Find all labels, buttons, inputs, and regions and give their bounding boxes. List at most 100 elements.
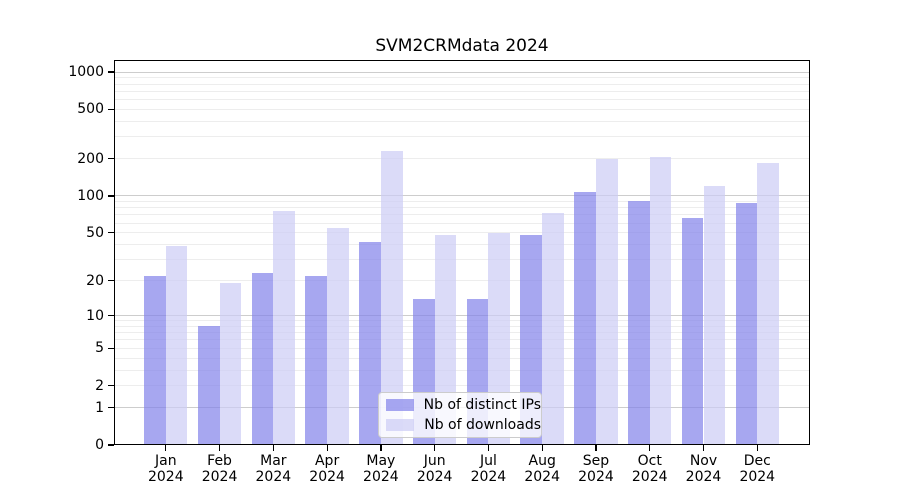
x-tick-year: 2024 (309, 469, 345, 485)
x-tick-mark (434, 445, 436, 451)
y-tick-mark (108, 108, 114, 111)
bar-downloads-aug (542, 212, 564, 445)
major-gridline (114, 71, 810, 73)
minor-gridline (114, 200, 810, 202)
bar-ips-apr (305, 275, 328, 445)
y-tick-mark (108, 280, 114, 282)
minor-gridline (114, 136, 810, 138)
x-tick-mark (487, 445, 490, 451)
x-tick-month: Dec (743, 453, 771, 469)
x-tick-mark (165, 445, 167, 451)
y-tick-mark (108, 385, 114, 387)
x-tick-mark (649, 445, 651, 451)
bar-downloads-mar (273, 211, 296, 445)
x-tick-year: 2024 (416, 469, 453, 485)
x-tick-mark (272, 445, 275, 451)
bar-downloads-oct (649, 157, 672, 445)
minor-gridline (114, 90, 810, 92)
x-tick-label: Aug 2024 (510, 453, 574, 485)
y-tick-label: 0 (95, 437, 104, 453)
x-tick-year: 2024 (524, 469, 560, 485)
minor-gridline (114, 280, 810, 282)
bar-downloads-jan (165, 245, 188, 445)
y-tick-label: 10 (86, 307, 104, 324)
minor-gridline (114, 120, 810, 122)
minor-gridline (114, 244, 810, 246)
x-tick-year: 2024 (470, 469, 507, 485)
y-tick-label: 50 (86, 224, 104, 241)
bar-ips-sep (574, 192, 596, 445)
y-tick-label: 5 (95, 340, 104, 357)
bar-downloads-jul (488, 232, 511, 445)
x-tick-year: 2024 (631, 469, 668, 485)
minor-gridline (114, 232, 810, 234)
minor-gridline (114, 158, 810, 160)
x-tick-mark (326, 445, 328, 451)
y-tick-label: 500 (77, 101, 104, 118)
bar-downloads-feb (219, 283, 242, 445)
x-tick-mark (380, 445, 382, 451)
x-tick-month: Nov (689, 453, 718, 469)
minor-gridline (114, 357, 810, 359)
x-tick-year: 2024 (685, 469, 722, 485)
bar-downloads-nov (703, 186, 726, 445)
x-tick-mark (756, 445, 758, 451)
x-tick-year: 2024 (363, 469, 399, 485)
y-tick-mark (108, 195, 114, 197)
bar-ips-dec (735, 202, 758, 445)
y-tick-label: 100 (77, 187, 104, 204)
bar-ips-oct (628, 201, 650, 445)
bar-downloads-apr (327, 227, 349, 445)
minor-gridline (114, 385, 810, 387)
legend-item-downloads: Nb of downloads (386, 417, 541, 434)
x-tick-month: Jun (423, 453, 446, 469)
minor-gridline (114, 369, 810, 371)
legend-swatch-distinct-ips (386, 399, 414, 411)
x-tick-label: Feb 2024 (188, 453, 252, 485)
minor-gridline (114, 99, 810, 101)
x-tick-month: Feb (207, 453, 232, 469)
x-tick-label: Mar 2024 (241, 453, 305, 485)
y-tick-label: 1 (95, 399, 104, 416)
x-tick-mark (595, 445, 597, 451)
legend-item-distinct-ips: Nb of distinct IPs (386, 397, 541, 414)
x-tick-year: 2024 (201, 469, 238, 485)
x-tick-mark (541, 445, 543, 451)
x-tick-month: Jan (155, 453, 177, 469)
bar-downloads-sep (595, 158, 618, 445)
minor-gridline (114, 214, 810, 216)
x-tick-label: May 2024 (349, 453, 413, 485)
y-tick-mark (108, 444, 114, 446)
chart-title: SVM2CRMdata 2024 (375, 36, 549, 56)
minor-gridline (114, 339, 810, 341)
x-tick-year: 2024 (147, 469, 184, 485)
bar-ips-mar (251, 273, 274, 445)
y-tick-label: 20 (86, 272, 104, 289)
x-tick-month: May (366, 453, 396, 469)
bar-ips-may (359, 241, 381, 445)
minor-gridline (114, 325, 810, 327)
major-gridline (114, 195, 810, 197)
x-tick-month: Aug (528, 453, 556, 469)
x-tick-label: Nov 2024 (672, 453, 736, 485)
y-tick-label: 1000 (68, 64, 104, 81)
x-tick-month: Jul (479, 453, 497, 469)
x-tick-label: Sep 2024 (564, 453, 628, 485)
y-tick-mark (108, 232, 114, 234)
y-tick-mark (108, 314, 114, 317)
x-tick-month: Apr (314, 453, 340, 469)
x-tick-year: 2024 (255, 469, 292, 485)
minor-gridline (114, 108, 810, 110)
y-tick-mark (108, 71, 114, 73)
x-tick-month: Sep (582, 453, 610, 469)
x-tick-mark (702, 445, 705, 451)
x-tick-year: 2024 (739, 469, 776, 485)
x-tick-label: Apr 2024 (295, 453, 359, 485)
x-tick-label: Dec 2024 (725, 453, 789, 485)
x-tick-mark (218, 445, 221, 451)
minor-gridline (114, 77, 810, 79)
minor-gridline (114, 332, 810, 334)
legend-swatch-downloads (386, 419, 415, 431)
bar-ips-feb (197, 326, 220, 445)
